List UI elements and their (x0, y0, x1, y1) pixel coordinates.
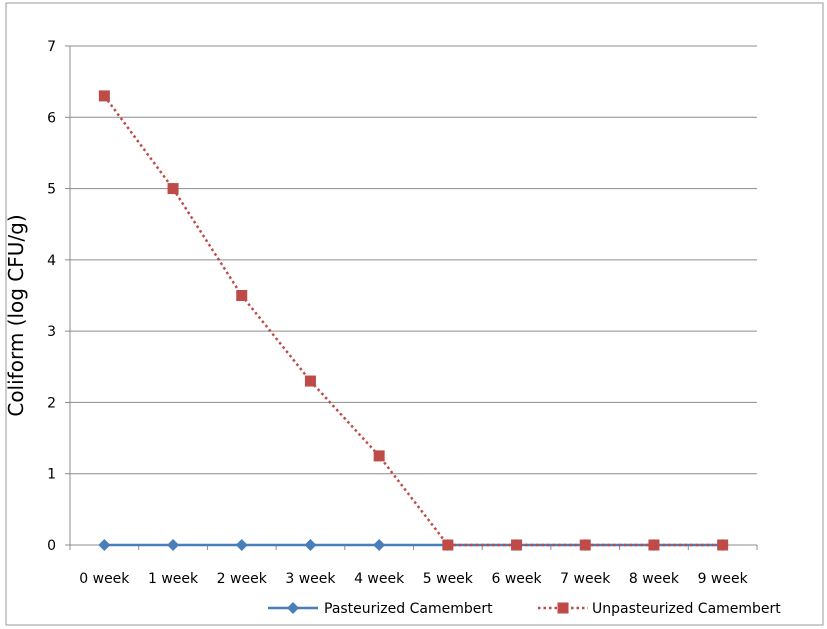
series-lines (98, 90, 729, 551)
legend-item: Unpasteurized Camembert (538, 601, 781, 617)
y-tick-label: 7 (47, 39, 56, 55)
y-axis-title: Coliform (log CFU/g) (4, 214, 28, 416)
data-point-square (648, 539, 660, 551)
legend: Pasteurized Camembert Unpasteurized Camem… (268, 601, 781, 617)
x-tick-label: 9 week (698, 571, 749, 587)
data-point-diamond (304, 539, 317, 551)
chart-border (5, 2, 824, 626)
y-tick-label: 4 (47, 253, 56, 269)
data-point-square (442, 539, 454, 551)
data-point-square (511, 539, 523, 551)
legend-label: Pasteurized Camembert (324, 601, 493, 617)
x-tick-label: 0 week (79, 571, 130, 587)
data-point-diamond (287, 602, 299, 614)
data-point-square (373, 450, 385, 462)
x-tick-label: 6 week (491, 571, 542, 587)
data-point-square (167, 183, 179, 195)
x-tick-labels: 0 week 1 week 2 week 3 week 4 week 5 week 6 we… (79, 571, 748, 587)
legend-label: Unpasteurized Camembert (592, 601, 781, 617)
y-tick-label: 6 (47, 110, 56, 126)
x-tick-label: 7 week (560, 571, 611, 587)
legend-item: Pasteurized Camembert (268, 601, 493, 617)
data-point-square (236, 290, 248, 301)
x-tick-label: 3 week (285, 571, 336, 587)
y-tick-label: 5 (47, 182, 56, 198)
data-point-square (579, 539, 591, 551)
data-point-square (717, 539, 729, 551)
x-tick-label: 1 week (148, 571, 199, 587)
y-tick-label: 2 (47, 395, 56, 411)
y-tick-label: 0 (47, 538, 56, 554)
x-tick-label: 4 week (354, 571, 405, 587)
data-point-square (98, 90, 110, 102)
y-tick-label: 1 (47, 467, 56, 483)
data-point-diamond (235, 539, 248, 551)
series-unpasteurized (98, 90, 729, 551)
data-point-square (304, 375, 316, 387)
x-tick-label: 5 week (423, 571, 474, 587)
y-tick-label: 3 (47, 324, 56, 340)
series-line (103, 95, 723, 547)
data-point-diamond (167, 539, 180, 551)
data-point-diamond (373, 539, 386, 551)
data-point-square (557, 602, 569, 614)
data-point-diamond (98, 539, 111, 551)
x-tick-label: 8 week (629, 571, 680, 587)
x-tick-label: 2 week (217, 571, 268, 587)
y-tick-labels: 0 1 2 3 4 5 6 7 (47, 39, 56, 554)
grid-lines (70, 45, 757, 475)
